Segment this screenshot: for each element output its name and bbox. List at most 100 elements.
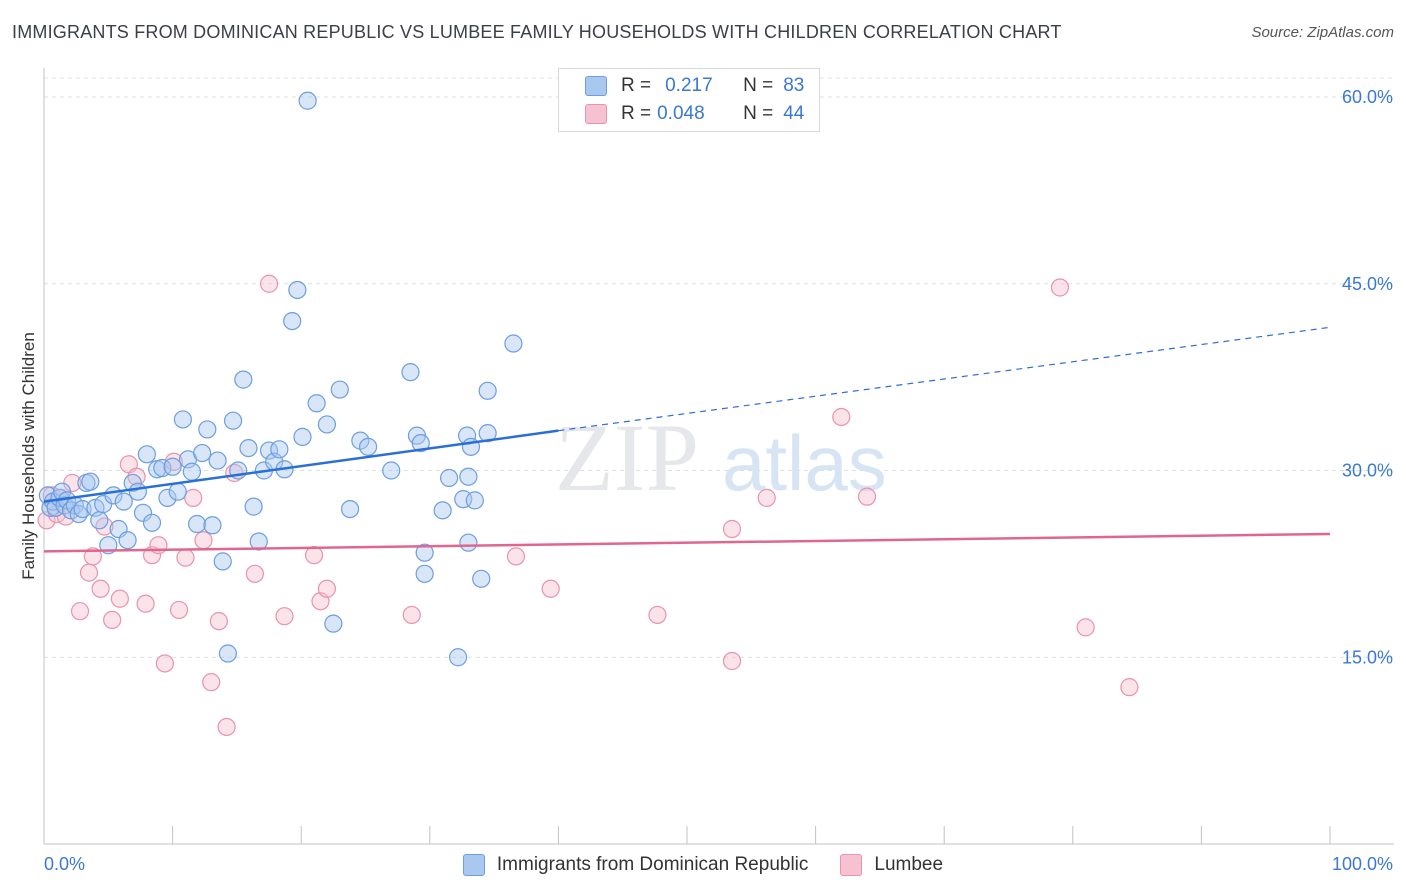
dominican-point[interactable] (208, 451, 227, 470)
dominican-point[interactable] (298, 91, 317, 110)
y-tick-label: 45.0% (1342, 274, 1393, 294)
dominican-point[interactable] (173, 410, 192, 429)
chart-title: IMMIGRANTS FROM DOMINICAN REPUBLIC VS LU… (12, 22, 1062, 42)
dominican-point[interactable] (448, 648, 468, 667)
lumbee-point[interactable] (110, 589, 129, 608)
dominican-point[interactable] (411, 434, 430, 453)
dominican-point[interactable] (504, 334, 523, 353)
dominican-point[interactable] (317, 415, 337, 434)
dominican-point[interactable] (193, 443, 212, 463)
lumbee-point[interactable] (541, 579, 560, 598)
lumbee-point[interactable] (304, 546, 324, 565)
dominican-point[interactable] (307, 394, 326, 413)
dominican-point[interactable] (118, 531, 137, 550)
lumbee-point[interactable] (1120, 678, 1139, 697)
dominican-point[interactable] (218, 644, 237, 663)
lumbee-point[interactable] (194, 531, 213, 550)
dominican-point[interactable] (270, 440, 289, 459)
dominican-point[interactable] (142, 513, 162, 532)
dominican-point[interactable] (168, 482, 187, 501)
dominican-point[interactable] (133, 503, 153, 522)
dominican-point[interactable] (234, 370, 253, 389)
lumbee-point[interactable] (757, 488, 776, 507)
lumbee-point[interactable] (245, 564, 265, 583)
dominican-point[interactable] (182, 462, 201, 481)
dominican-point[interactable] (244, 497, 263, 516)
dominican-point[interactable] (465, 491, 484, 510)
lumbee-point[interactable] (136, 594, 155, 613)
legend-n-label: N = (743, 103, 774, 124)
dominican-point[interactable] (459, 533, 478, 552)
dominican-point[interactable] (73, 499, 92, 519)
lumbee-point[interactable] (70, 602, 90, 621)
lumbee-point[interactable] (1076, 618, 1095, 637)
dominican-point[interactable] (114, 492, 133, 511)
dominican-point[interactable] (340, 499, 360, 519)
legend-item-lumbee[interactable]: Lumbee (840, 854, 943, 876)
dominican-point[interactable] (90, 511, 109, 530)
dominican-point[interactable] (415, 543, 434, 562)
dominican-point[interactable] (472, 569, 491, 588)
lumbee-point[interactable] (648, 605, 667, 625)
lumbee-point[interactable] (402, 605, 421, 625)
dominican-point[interactable] (137, 445, 156, 464)
x-tick-labels: 0.0% 100.0% (44, 854, 1393, 874)
axes (43, 68, 1394, 845)
watermark: ZIP (555, 404, 699, 511)
lumbee-point[interactable] (1050, 278, 1070, 297)
dominican-point[interactable] (324, 614, 343, 633)
legend-n-value: 44 (783, 103, 805, 124)
lumbee-point[interactable] (275, 607, 294, 626)
dominican-point[interactable] (478, 381, 497, 400)
dominican-point[interactable] (203, 516, 222, 535)
dominican-point[interactable] (401, 363, 420, 382)
dominican-point[interactable] (433, 501, 452, 520)
lumbee-point[interactable] (91, 579, 110, 598)
legend-swatch-blue (585, 76, 607, 96)
dominican-point[interactable] (163, 457, 182, 476)
legend-r-label: R = (621, 75, 652, 96)
lumbee-point[interactable] (506, 547, 526, 566)
dominican-point[interactable] (358, 437, 378, 456)
legend-item-dominican[interactable]: Immigrants from Dominican Republic (462, 854, 808, 876)
lumbee-point[interactable] (217, 717, 236, 737)
dominican-point[interactable] (415, 564, 434, 583)
lumbee-point[interactable] (202, 673, 221, 692)
lumbee-point[interactable] (83, 547, 102, 566)
dominican-point[interactable] (128, 482, 147, 501)
dominican-point[interactable] (249, 532, 268, 551)
legend-n-label: N = (743, 75, 774, 96)
correlation-legend: R = 0.217 N = 83 R = 0.048 N = 44 (558, 68, 820, 132)
dominican-point[interactable] (454, 490, 473, 509)
lumbee-point[interactable] (79, 563, 99, 582)
dominican-point[interactable] (330, 380, 349, 399)
lumbee-point[interactable] (103, 610, 122, 630)
dominican-point[interactable] (198, 420, 217, 439)
dominican-point[interactable] (239, 438, 258, 458)
dominican-point[interactable] (293, 427, 312, 446)
lumbee-point[interactable] (857, 487, 877, 506)
dominican-point[interactable] (459, 467, 478, 486)
y-tick-label: 15.0% (1342, 647, 1393, 667)
dominican-point[interactable] (81, 472, 100, 491)
lumbee-point[interactable] (184, 488, 203, 507)
dominican-point[interactable] (123, 473, 142, 493)
dominican-point[interactable] (288, 280, 307, 300)
lumbee-point[interactable] (722, 519, 742, 539)
dominican-point[interactable] (158, 488, 177, 507)
dominican-point[interactable] (382, 461, 401, 480)
dominican-point[interactable] (283, 312, 302, 331)
lumbee-point[interactable] (209, 612, 228, 631)
dominican-point[interactable] (439, 468, 459, 488)
lumbee-point[interactable] (722, 651, 742, 671)
dominican-point[interactable] (213, 552, 232, 571)
lumbee-point[interactable] (169, 600, 189, 620)
lumbee-point[interactable] (259, 274, 279, 293)
lumbee-trend-line (43, 532, 1331, 553)
dominican-point[interactable] (223, 411, 243, 430)
lumbee-point[interactable] (317, 579, 337, 598)
dominican-point[interactable] (187, 514, 207, 534)
lumbee-point[interactable] (155, 654, 174, 673)
lumbee-point[interactable] (176, 548, 195, 567)
lumbee-point[interactable] (832, 407, 851, 427)
